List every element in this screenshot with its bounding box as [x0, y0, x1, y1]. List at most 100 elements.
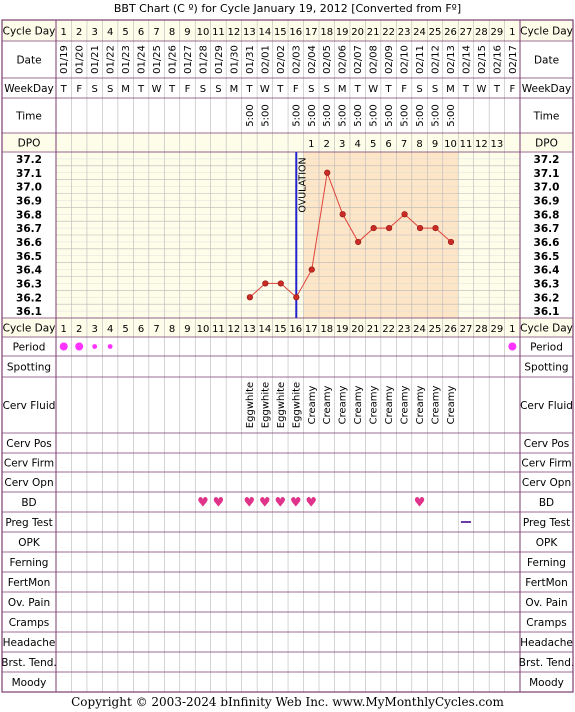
row-label-cerv_opn: Cerv Opn	[4, 477, 53, 489]
cerv-fluid-label: Eggwhite	[245, 382, 256, 428]
temp-tick-label-right: 37.1	[534, 168, 560, 180]
cycle-day-number: 20	[351, 27, 364, 38]
row-label-cycle_day: Cycle Day	[3, 26, 56, 38]
weekday-label: M	[446, 84, 455, 95]
dpo-label: 10	[444, 139, 457, 150]
date-label: 02/08	[369, 45, 380, 74]
weekday-label: T	[168, 84, 176, 95]
cycle-day-number-bottom: 27	[460, 324, 473, 335]
row-label-cycle_day: Cycle Day	[3, 323, 56, 335]
cerv-fluid-label: Creamy	[384, 386, 395, 425]
row-label-bd: BD	[21, 497, 36, 509]
row-label-right-time: Time	[533, 111, 560, 123]
cycle-day-number: 9	[184, 27, 190, 38]
row-label-period: Period	[13, 342, 46, 354]
weekday-label: W	[260, 84, 270, 95]
cerv-fluid-label: Creamy	[307, 386, 318, 425]
time-label: 5:00	[369, 104, 380, 126]
date-label: 02/12	[431, 45, 442, 74]
dpo-label: 11	[460, 139, 473, 150]
header-row-bg	[2, 133, 573, 152]
weekday-label: M	[121, 84, 130, 95]
date-label: 02/01	[260, 45, 271, 74]
temp-tick-label: 37.0	[16, 182, 42, 194]
weekday-label: S	[308, 84, 314, 95]
time-label: 5:00	[353, 104, 364, 126]
row-label-brst_tend: Brst. Tend.	[1, 657, 57, 669]
temp-tick-label: 36.3	[16, 278, 42, 290]
row-label-right-fertmon: FertMon	[525, 577, 568, 589]
cycle-day-number: 21	[367, 27, 380, 38]
row-label-cramps: Cramps	[9, 617, 49, 629]
weekday-label: F	[76, 84, 82, 95]
header-row-bg	[2, 318, 573, 337]
cerv-fluid-label: Creamy	[400, 386, 411, 425]
cerv-fluid-label: Creamy	[415, 386, 426, 425]
date-label: 01/24	[137, 45, 148, 74]
row-label-right-spotting: Spotting	[524, 362, 568, 374]
weekday-label: S	[215, 84, 221, 95]
cycle-day-number-bottom: 4	[107, 324, 113, 335]
row-label-right-moody: Moody	[529, 677, 564, 689]
bd-heart: ♥	[244, 496, 256, 511]
date-label: 01/20	[75, 45, 86, 74]
dpo-label: 13	[491, 139, 504, 150]
weekday-label: T	[60, 84, 68, 95]
row-label-moody: Moody	[12, 677, 47, 689]
weekday-label: T	[354, 84, 362, 95]
dpo-label: 5	[370, 139, 376, 150]
temp-tick-label: 36.2	[16, 292, 42, 304]
copyright-footer: Copyright © 2003-2024 bInfinity Web Inc.…	[71, 695, 504, 709]
cycle-day-number: 1	[61, 27, 67, 38]
weekday-label: W	[368, 84, 378, 95]
row-label-dpo: DPO	[18, 138, 41, 150]
cycle-day-number: 17	[305, 27, 318, 38]
cycle-day-number-bottom: 1	[509, 324, 515, 335]
cerv-fluid-label: Eggwhite	[260, 382, 271, 428]
bd-heart: ♥	[274, 496, 286, 511]
temperature-point	[308, 266, 315, 273]
bd-heart: ♥	[197, 496, 209, 511]
weekday-label: S	[416, 84, 422, 95]
cerv-fluid-label: Creamy	[338, 386, 349, 425]
dpo-label: 6	[385, 139, 391, 150]
temp-tick-label: 36.1	[16, 306, 42, 318]
temp-tick-label-right: 37.0	[534, 182, 560, 194]
temp-tick-label-right: 36.4	[534, 265, 560, 277]
weekday-label: T	[245, 84, 253, 95]
weekday-label: W	[476, 84, 486, 95]
cerv-fluid-label: Eggwhite	[291, 382, 302, 428]
date-label: 01/29	[214, 45, 225, 74]
time-label: 5:00	[245, 104, 256, 126]
temperature-point	[370, 224, 377, 232]
table-frame	[1, 19, 574, 693]
time-label: 5:00	[322, 104, 333, 126]
cycle-day-number: 19	[336, 27, 349, 38]
temp-tick-label: 36.7	[16, 223, 42, 235]
cycle-day-number-bottom: 29	[491, 324, 504, 335]
cycle-day-number-bottom: 15	[274, 324, 287, 335]
cycle-day-number-bottom: 7	[153, 324, 159, 335]
date-label: 01/23	[121, 45, 132, 74]
time-label: 5:00	[431, 104, 442, 126]
cycle-day-number-bottom: 8	[169, 324, 175, 335]
dpo-label: 2	[324, 139, 330, 150]
temperature-point	[293, 294, 300, 301]
cycle-day-number: 28	[475, 27, 488, 38]
row-label-right-ferning: Ferning	[527, 557, 566, 569]
cycle-day-number-bottom: 20	[351, 324, 364, 335]
temp-tick-label-right: 36.6	[534, 237, 560, 249]
dpo-label: 12	[475, 139, 488, 150]
weekday-label: S	[324, 84, 330, 95]
cycle-day-number-bottom: 13	[243, 324, 256, 335]
row-label-opk: OPK	[18, 537, 41, 549]
dpo-label: 7	[401, 139, 407, 150]
time-label: 5:00	[260, 104, 271, 126]
temperature-point	[262, 280, 269, 287]
bd-heart: ♥	[213, 496, 225, 511]
bd-heart: ♥	[414, 496, 426, 511]
date-label: 01/22	[106, 45, 117, 74]
weekday-label: M	[338, 84, 347, 95]
